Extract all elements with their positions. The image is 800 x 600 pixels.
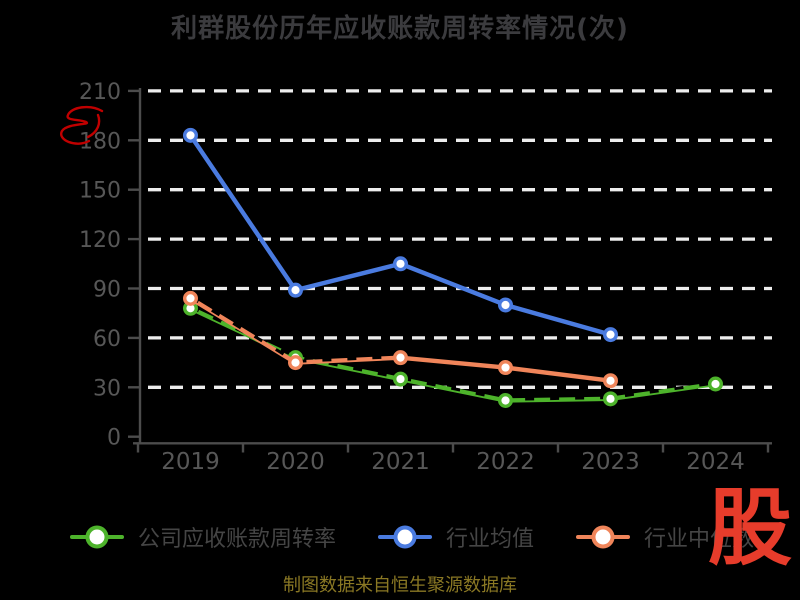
data-point-marker (708, 376, 724, 392)
legend-dot-blue-icon (393, 525, 417, 549)
legend-marker-green (70, 525, 124, 549)
gridlines (148, 89, 772, 389)
legend-item-company-turnover: 公司应收账款周转率 (70, 521, 336, 553)
series-line (188, 133, 613, 337)
data-point-marker (288, 282, 304, 298)
legend-label-industry-median: 行业中位数 (644, 527, 755, 552)
y-tick-label: 0 (107, 426, 121, 451)
data-point-marker (288, 355, 304, 371)
x-tick-label: 2020 (266, 449, 325, 475)
legend-label-company-turnover: 公司应收账款周转率 (138, 527, 337, 552)
y-tick-label: 210 (79, 80, 121, 105)
legend-dot-orange-icon (591, 525, 615, 549)
y-tick-label: 60 (93, 327, 121, 352)
y-tick-label: 150 (79, 179, 121, 204)
legend-marker-blue (378, 525, 433, 549)
data-point-marker (603, 373, 619, 389)
data-point-marker (603, 391, 619, 407)
sketch-dash-overlay (189, 305, 716, 401)
data-point-marker (498, 392, 514, 408)
legend-marker-orange (576, 525, 631, 549)
data-point-marker (498, 360, 514, 376)
axes (128, 88, 772, 453)
data-point-marker (182, 127, 198, 143)
legend-item-industry-mean: 行业均值 (378, 521, 534, 553)
data-point-marker (603, 327, 619, 343)
x-tick-label: 2021 (371, 449, 430, 475)
chart-legend: 公司应收账款周转率 行业均值 行业中位数 (70, 521, 754, 553)
chart-title: 利群股份历年应收账款周转率情况(次) (171, 14, 629, 44)
x-tick-label: 2023 (581, 449, 640, 475)
y-tick-label: 120 (79, 228, 121, 253)
red-scribble-annotation (60, 105, 104, 145)
data-point-marker (182, 290, 198, 306)
x-tick-label: 2024 (686, 449, 745, 475)
data-point-marker (498, 297, 514, 313)
x-tick-label: 2022 (476, 449, 535, 475)
x-tick-label: 2019 (161, 449, 220, 475)
red-stock-watermark: 股 (707, 479, 792, 577)
legend-dot-green-icon (85, 525, 109, 549)
data-point-marker (393, 371, 409, 387)
data-point-marker (393, 256, 409, 272)
legend-item-industry-median: 行业中位数 (576, 521, 754, 553)
data-point-marker (393, 350, 409, 366)
legend-label-industry-mean: 行业均值 (446, 527, 535, 552)
data-source-note: 制图数据来自恒生聚源数据库 (283, 575, 517, 596)
y-tick-label: 90 (93, 278, 121, 303)
y-tick-label: 30 (93, 376, 121, 401)
